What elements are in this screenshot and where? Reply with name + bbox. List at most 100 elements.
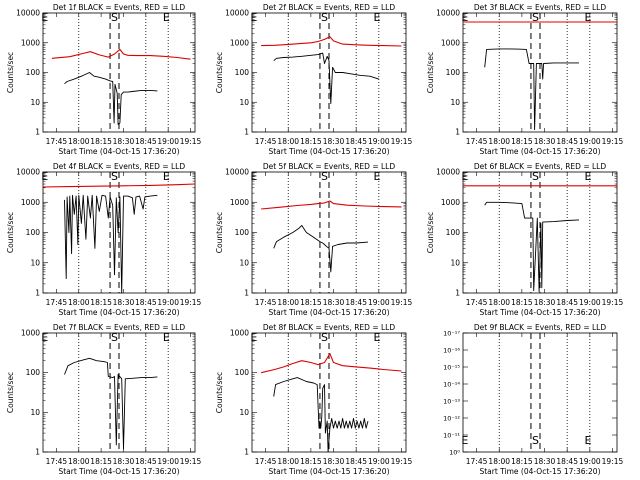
x-tick-label-1f: 19:00 [157, 137, 179, 146]
x-axis-label-1f: Start Time (04-Oct-15 17:36:20) [58, 147, 179, 156]
event-marker-5f: E [374, 170, 381, 183]
series-line-2f-0 [261, 36, 402, 47]
y-tick-label-4f: 10000 [16, 168, 40, 177]
event-marker-3f: E [585, 11, 592, 24]
y-tick-label-7f: 10 [30, 408, 40, 417]
y-tick-label-1f: 10000 [16, 9, 40, 18]
x-tick-label-9f: 18:15 [511, 457, 533, 466]
y-axis-label-5f: Counts/sec [215, 212, 224, 253]
x-tick-label-5f: 18:15 [300, 298, 322, 307]
x-tick-label-6f: 18:15 [511, 298, 533, 307]
x-tick-label-2f: 18:00 [277, 137, 299, 146]
x-tick-label-6f: 18:45 [556, 298, 578, 307]
y-axis-label-8f: Counts/sec [215, 372, 224, 413]
y-tick-label-2f: 1 [244, 128, 249, 137]
x-tick-label-3f: 17:45 [466, 137, 488, 146]
y-tick-label-4f: 10 [30, 258, 40, 267]
event-marker-2f: E [250, 11, 257, 24]
event-marker-7f: E [41, 331, 48, 344]
x-tick-label-2f: 19:00 [368, 137, 390, 146]
y-tick-label-9f: 10⁻¹⁵ [443, 364, 460, 372]
chart-panel-1f: Det 1f BLACK = Events, RED = LLD 17:45 18:… [6, 3, 202, 156]
y-tick-label-1f: 1 [35, 128, 40, 137]
x-axis-label-9f: Start Time (04-Oct-15 17:36:20) [479, 467, 600, 476]
x-axis-label-4f: Start Time (04-Oct-15 17:36:20) [58, 308, 179, 317]
x-tick-label-9f: 18:00 [488, 457, 510, 466]
y-tick-label-2f: 100 [235, 68, 250, 77]
y-tick-label-6f: 1000 [441, 198, 460, 207]
x-tick-label-7f: 17:45 [46, 457, 68, 466]
series-line-2f-1 [273, 52, 379, 105]
x-axis-label-2f: Start Time (04-Oct-15 17:36:20) [268, 147, 389, 156]
y-axis-label-4f: Counts/sec [6, 212, 15, 253]
event-marker-8f: S [321, 331, 328, 344]
y-axis-label-2f: Counts/sec [215, 52, 224, 93]
series-line-1f-0 [51, 48, 191, 60]
x-tick-label-4f: 19:00 [157, 298, 179, 307]
x-tick-label-7f: 18:15 [90, 457, 112, 466]
y-tick-label-8f: 10 [239, 408, 249, 417]
x-tick-label-6f: 19:15 [602, 298, 624, 307]
y-tick-label-9f: 10⁰ [449, 449, 460, 457]
x-tick-label-6f: 18:30 [534, 298, 556, 307]
y-tick-label-9f: 10⁻¹⁶ [443, 347, 460, 355]
x-tick-label-9f: 18:45 [556, 457, 578, 466]
event-marker-6f: S [532, 170, 539, 183]
y-tick-label-2f: 1000 [230, 38, 249, 47]
event-marker-5f: E [250, 170, 257, 183]
event-marker-1f: S [111, 11, 118, 24]
y-tick-label-9f: 10⁻¹⁴ [443, 381, 460, 389]
x-tick-label-1f: 19:15 [180, 137, 202, 146]
series-line-6f-1 [484, 201, 580, 293]
y-tick-label-8f: 100 [235, 368, 250, 377]
x-tick-label-7f: 18:00 [68, 457, 90, 466]
chart-title-3f: Det 3f BLACK = Events, RED = LLD [474, 3, 607, 12]
y-tick-label-1f: 100 [26, 68, 41, 77]
y-tick-label-1f: 10 [30, 98, 40, 107]
series-line-4f-1 [64, 194, 158, 294]
y-axis-label-6f: Counts/sec [426, 212, 435, 253]
y-tick-label-3f: 10 [450, 98, 460, 107]
event-marker-6f: E [585, 170, 592, 183]
y-axis-label-7f: Counts/sec [6, 372, 15, 413]
x-tick-label-4f: 17:45 [46, 298, 68, 307]
x-tick-label-1f: 17:45 [46, 137, 68, 146]
y-tick-label-3f: 100 [446, 68, 461, 77]
chart-title-1f: Det 1f BLACK = Events, RED = LLD [53, 3, 186, 12]
event-marker-4f: E [163, 170, 170, 183]
y-tick-label-3f: 10000 [436, 9, 460, 18]
chart-panel-4f: Det 4f BLACK = Events, RED = LLD 17:45 18:… [6, 162, 202, 317]
x-tick-label-3f: 18:15 [511, 137, 533, 146]
y-tick-label-6f: 10 [450, 258, 460, 267]
chart-title-9f: Det 9f BLACK = Events, RED = LLD [474, 323, 607, 332]
series-line-5f-0 [261, 200, 402, 210]
x-tick-label-5f: 18:30 [323, 298, 345, 307]
x-tick-label-8f: 18:30 [323, 457, 345, 466]
event-marker-3f: E [461, 11, 468, 24]
y-tick-label-6f: 100 [446, 228, 461, 237]
chart-title-4f: Det 4f BLACK = Events, RED = LLD [53, 162, 186, 171]
x-tick-label-3f: 18:45 [556, 137, 578, 146]
event-marker-5f: S [321, 170, 328, 183]
series-line-8f-1 [273, 377, 369, 453]
x-axis-label-6f: Start Time (04-Oct-15 17:36:20) [479, 308, 600, 317]
x-tick-label-4f: 18:15 [90, 298, 112, 307]
event-marker-1f: E [41, 11, 48, 24]
y-tick-label-2f: 10000 [225, 9, 249, 18]
series-line-8f-0 [260, 353, 402, 374]
x-tick-label-4f: 19:15 [180, 298, 202, 307]
series-line-4f-0 [42, 183, 196, 188]
x-tick-label-1f: 18:45 [135, 137, 157, 146]
event-marker-7f: S [111, 331, 118, 344]
x-axis-label-7f: Start Time (04-Oct-15 17:36:20) [58, 467, 179, 476]
y-tick-label-3f: 1 [455, 128, 460, 137]
event-marker-2f: E [374, 11, 381, 24]
x-tick-label-7f: 19:15 [180, 457, 202, 466]
x-tick-label-5f: 19:00 [368, 298, 390, 307]
chart-title-7f: Det 7f BLACK = Events, RED = LLD [53, 323, 186, 332]
chart-title-5f: Det 5f BLACK = Events, RED = LLD [263, 162, 396, 171]
x-tick-label-9f: 19:00 [579, 457, 601, 466]
